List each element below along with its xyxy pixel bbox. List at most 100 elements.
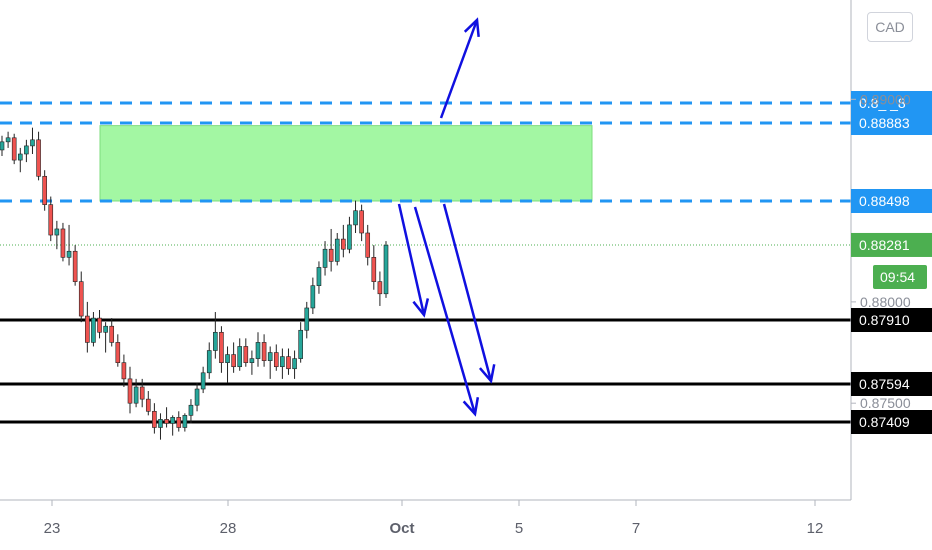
candle-body [200,372,206,390]
forecast-arrow-3 [442,203,496,384]
arrow-shaft [413,206,477,415]
candle [139,378,145,408]
candle [0,135,5,157]
currency-badge[interactable]: CAD [867,12,913,42]
candles-layer [0,127,389,440]
candle-body [103,325,108,333]
candle [249,350,255,375]
candle [243,338,249,367]
time-tick-label-5: 12 [807,520,824,537]
level-price-tag-1 [851,111,932,135]
countdown-tag [873,264,927,289]
forecast-arrows-layer [397,17,496,417]
candle-body [334,238,340,262]
level-price-label-5: 0.87409 [859,414,910,430]
candle [298,322,303,363]
candle [237,338,243,371]
candle-body [85,315,90,343]
supply-zone [99,125,593,202]
candle-body [328,248,334,262]
candle-body [72,250,78,282]
candle-body [60,228,66,258]
candle [334,233,340,266]
candle [72,245,78,286]
time-tick-label-0: 23 [44,520,61,537]
candle-body [231,354,236,368]
candle-body [188,404,194,416]
candle [213,312,218,359]
candle [176,411,182,432]
candle-body [42,175,47,205]
candle [188,399,194,424]
candle-body [286,356,291,370]
candle [273,344,279,371]
candle [109,318,115,347]
candle-body [267,352,273,361]
candle-body [371,257,377,282]
candle [322,241,328,276]
candle-body [194,388,200,406]
candle-body [139,386,145,400]
current-price-label: 0.88281 [859,237,910,253]
candle [377,271,383,306]
candle [359,204,364,242]
candle-body [213,331,218,351]
candle [261,334,267,367]
level-price-tag-3 [851,308,932,332]
candle [316,261,322,294]
candle [286,348,291,375]
level-price-label-1: 0.88883 [859,115,910,131]
candle [310,277,316,315]
time-tick-label-4: 7 [632,520,640,537]
price-axis[interactable]: 0.8_ _8 0.88883 0.88498 0.87910 0.87594 0.874… [851,91,932,434]
arrow-shaft [442,203,493,382]
candle [78,271,84,323]
candle [5,131,11,148]
candle-body [310,285,316,309]
candle-body [298,329,303,359]
candle-body [11,137,17,161]
candle [48,196,54,242]
candle [17,147,23,173]
level-price-tag-5 [851,410,932,434]
candle [11,133,17,165]
candle-body [152,410,157,428]
candle-body [243,346,249,363]
candle [24,139,29,163]
candle [200,366,206,394]
candle [85,301,90,353]
candle [371,245,377,290]
candle-body [115,342,121,363]
candle-body [164,419,169,424]
candle [255,332,261,367]
candle [127,366,133,414]
price-tick-label-0: 0.89000 [860,91,911,107]
candle-body [176,417,182,428]
candle-body [353,210,358,226]
candle-body [304,307,310,331]
time-tick-label-3: 5 [515,520,523,537]
candle [42,170,47,211]
candle [304,301,310,339]
candle-body [249,358,255,363]
candle-body [182,415,188,428]
candle-body [54,228,60,236]
candle-body [341,238,346,250]
candle-body [170,417,175,424]
candle-body [377,281,383,295]
candle [66,224,72,266]
candle-body [347,224,352,250]
candle-body [127,378,133,404]
candle-body [206,350,212,374]
candle [30,127,35,154]
candle [225,346,230,383]
candle [91,312,96,347]
candle-body [261,342,267,361]
countdown-label: 09:54 [880,269,915,285]
candle [365,224,371,266]
time-axis[interactable]: 23 28 Oct 5 7 12 [44,500,824,537]
forecast-arrow-0 [439,17,480,119]
candle-body [359,210,364,234]
